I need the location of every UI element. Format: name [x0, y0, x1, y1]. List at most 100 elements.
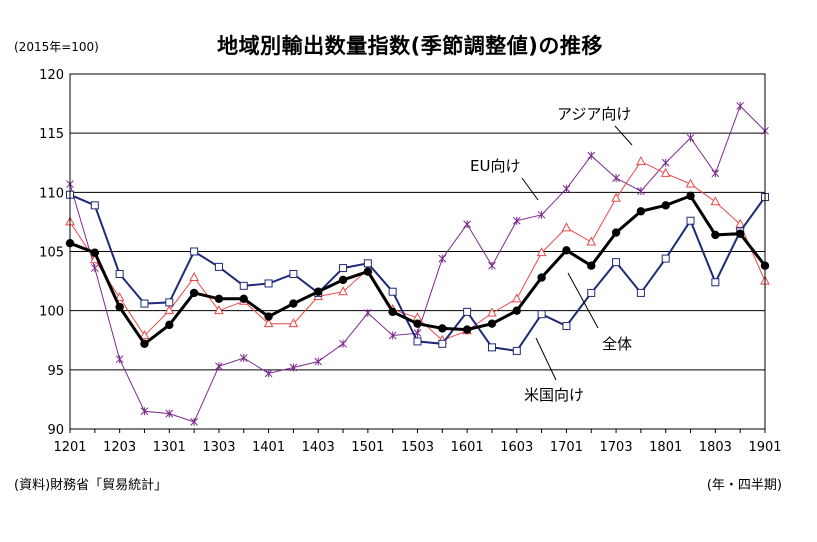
data-point	[388, 307, 397, 317]
data-point	[562, 184, 571, 193]
data-point	[561, 222, 572, 232]
data-point	[165, 409, 174, 418]
data-point	[636, 156, 646, 166]
data-point	[537, 210, 546, 219]
data-point	[735, 229, 745, 238]
data-point	[587, 261, 596, 270]
data-point	[612, 174, 620, 183]
data-point	[587, 151, 596, 160]
data-point	[562, 246, 571, 255]
annotation-leader-eu	[521, 177, 539, 201]
annotation-leader-total	[567, 272, 599, 329]
data-point	[139, 329, 150, 340]
data-point	[512, 216, 521, 225]
data-point	[463, 307, 472, 316]
data-point	[512, 306, 521, 315]
data-point	[710, 196, 721, 206]
data-point	[735, 218, 746, 228]
x-tick-label: 1601	[451, 440, 484, 455]
annotation-leader-asia	[614, 125, 633, 146]
x-tick-label: 1403	[302, 440, 335, 455]
x-tick-labels: 1201 1203 1301 1303 1401 1403 1501 1503 1601 1603…	[53, 429, 782, 455]
data-point	[364, 309, 372, 318]
data-point	[264, 369, 273, 378]
data-point	[636, 207, 646, 216]
data-point	[90, 264, 99, 273]
data-point	[114, 292, 125, 302]
data-point	[661, 201, 670, 210]
plot-frame	[69, 73, 766, 430]
data-point	[488, 261, 496, 270]
annotation-label-us: 米国向け	[524, 386, 584, 404]
series-eu	[66, 101, 769, 426]
data-point	[264, 279, 273, 288]
data-point	[363, 259, 372, 268]
data-point	[214, 294, 224, 304]
data-point	[90, 201, 99, 210]
data-point	[487, 319, 497, 328]
data-point	[388, 287, 397, 296]
data-point	[214, 305, 224, 315]
data-point	[487, 343, 496, 352]
x-tick-label: 1801	[649, 440, 682, 455]
x-tick-label: 1203	[103, 440, 136, 455]
x-tick-label: 1301	[153, 440, 186, 455]
annotation-label-eu: EU向け	[470, 157, 520, 175]
x-tick-label: 1503	[401, 440, 434, 455]
data-point	[462, 325, 472, 334]
data-point	[536, 247, 547, 257]
data-point	[487, 307, 497, 317]
y-axis-unit: (2015年=100)	[14, 40, 99, 54]
y-tick-label: 120	[39, 68, 64, 83]
y-tick-label: 115	[39, 127, 64, 142]
data-point	[686, 216, 695, 225]
data-point	[537, 310, 546, 319]
data-point	[140, 339, 149, 348]
data-point	[165, 298, 174, 307]
x-tick-label: 1701	[550, 440, 583, 455]
data-point	[511, 293, 522, 303]
x-tick-label: 1901	[748, 440, 781, 455]
data-point	[263, 318, 274, 328]
data-point	[339, 339, 347, 348]
data-point	[636, 288, 645, 297]
data-point	[736, 101, 745, 110]
data-point	[289, 269, 298, 278]
data-point	[413, 337, 422, 346]
data-point	[140, 299, 149, 308]
annotation-label-asia: アジア向け	[557, 105, 631, 123]
y-tick-label: 105	[39, 246, 64, 261]
data-point	[438, 339, 447, 348]
data-point	[686, 191, 695, 201]
data-point	[363, 267, 373, 276]
data-point	[711, 169, 720, 178]
series-us	[66, 190, 769, 355]
data-point	[338, 286, 348, 296]
data-point	[140, 407, 149, 416]
data-point	[661, 158, 670, 167]
data-point	[189, 271, 199, 282]
data-point	[189, 288, 199, 298]
annotation-label-total: 全体	[602, 335, 632, 353]
data-point	[264, 312, 273, 321]
data-point	[711, 230, 720, 240]
data-point	[338, 275, 348, 285]
data-point	[115, 355, 124, 364]
y-tick-label: 90	[47, 423, 64, 438]
data-point	[115, 269, 124, 278]
data-point	[190, 417, 198, 426]
x-tick-label: 1501	[351, 440, 384, 455]
data-point	[239, 354, 248, 362]
data-point	[438, 324, 447, 333]
data-point	[413, 319, 422, 328]
x-axis-unit: (年・四半期)	[706, 478, 782, 493]
x-tick-label: 1401	[252, 440, 285, 455]
series-total	[65, 191, 770, 348]
annotation-leader-us	[535, 337, 557, 381]
y-tick-label: 110	[39, 186, 64, 201]
data-point	[562, 322, 571, 331]
x-tick-label: 1303	[202, 440, 235, 455]
y-tick-label: 95	[47, 364, 64, 379]
data-point	[339, 264, 348, 273]
data-point	[90, 248, 100, 257]
